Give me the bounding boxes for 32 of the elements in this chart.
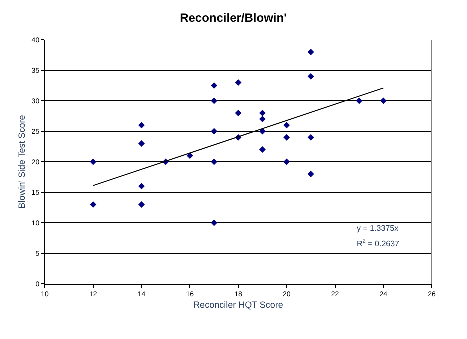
point bbox=[138, 183, 145, 190]
point bbox=[211, 128, 218, 135]
point bbox=[308, 134, 314, 141]
chart-title: Reconciler/Blowin' bbox=[180, 10, 288, 25]
point bbox=[308, 73, 314, 80]
point bbox=[211, 158, 218, 166]
point bbox=[138, 201, 145, 208]
point bbox=[259, 146, 266, 154]
point bbox=[90, 158, 97, 166]
point bbox=[284, 134, 290, 141]
point bbox=[90, 201, 97, 208]
point bbox=[211, 82, 218, 89]
point bbox=[380, 98, 387, 104]
point bbox=[211, 98, 218, 104]
annotation: y = 1.3375x bbox=[357, 224, 399, 233]
y-axis-title: Blowin' Side Test Score bbox=[17, 115, 28, 209]
point bbox=[211, 220, 218, 226]
point bbox=[284, 122, 290, 129]
point bbox=[186, 152, 194, 160]
point bbox=[259, 110, 266, 116]
point bbox=[259, 128, 266, 135]
point bbox=[284, 158, 290, 166]
point bbox=[235, 79, 242, 86]
annotation: R$^{2}$ = 0.2637 bbox=[357, 239, 400, 248]
point bbox=[138, 122, 145, 129]
point bbox=[308, 48, 314, 56]
point bbox=[235, 110, 242, 116]
point bbox=[259, 116, 266, 123]
point bbox=[138, 140, 145, 147]
x-axis-title: Reconciler HQT Score bbox=[194, 300, 284, 310]
point bbox=[356, 98, 363, 104]
point bbox=[308, 170, 314, 178]
